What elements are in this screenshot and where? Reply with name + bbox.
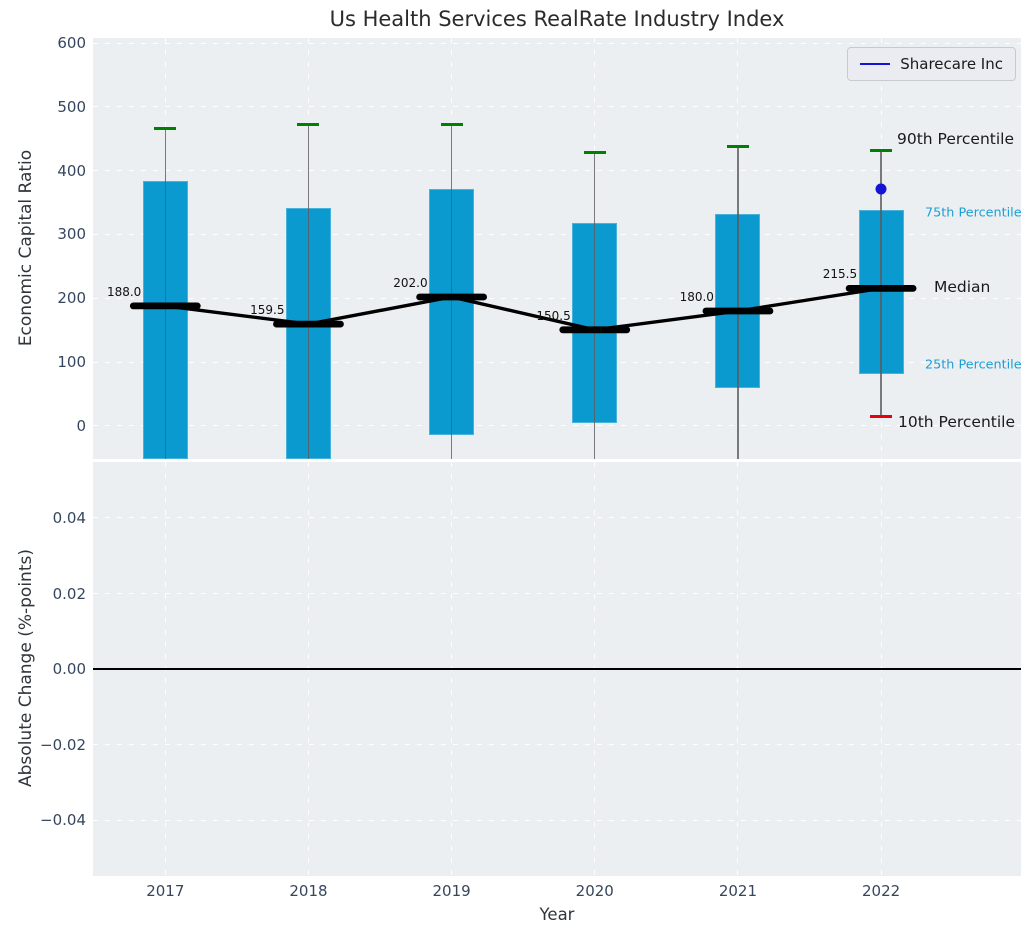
x-tick-label: 2020 [575,882,614,900]
percentile-annotation: 25th Percentile [925,357,1021,373]
legend-entry-label: Sharecare Inc [900,55,1003,73]
p90-cap [154,127,177,131]
y-tick-label: 300 [57,225,86,244]
y-tick-label: 200 [57,289,86,308]
x-tick-label: 2017 [146,882,185,900]
whisker-line [450,124,453,459]
y-tick-label: −0.04 [40,811,86,830]
zero-reference-line [93,668,1021,670]
percentile-annotation: 10th Percentile [898,413,1016,432]
p90-cap [870,149,893,153]
sharecare-data-point [875,183,887,195]
y-tick-label: 0.00 [52,660,86,679]
x-axis-label: Year [539,905,575,924]
gridline-horizontal [93,361,1021,363]
median-value-label: 150.5 [536,308,571,323]
median-value-label: 180.0 [679,290,714,304]
top-plot-area: Sharecare Inc 188.0 159.5 202.0 150.5 180.0 2… [93,38,1021,459]
median-value-label: 202.0 [393,275,428,290]
gridline-horizontal [93,42,1021,44]
gridline-horizontal [93,593,1021,595]
y-tick-label: 600 [57,34,86,53]
y-tick-label: 0.02 [52,584,86,603]
whisker-line [737,146,739,459]
whisker-line [880,150,882,417]
chart-title: Us Health Services RealRate Industry Ind… [329,7,785,31]
gridline-horizontal [93,819,1021,821]
whisker-line [594,152,596,459]
gridline-horizontal [93,517,1021,519]
percentile-annotation: 75th Percentile [925,205,1021,221]
gridline-horizontal [93,744,1021,746]
p90-cap [726,144,749,148]
bottom-plot-area [93,462,1021,876]
legend-line-sample [860,62,891,66]
median-value-label: 188.0 [106,284,142,299]
y-tick-label: 500 [57,97,86,116]
percentile-annotation: 90th Percentile [897,129,1015,148]
y-tick-label: 0.04 [52,508,86,527]
x-tick-label: 2019 [432,882,471,900]
gridline-horizontal [93,170,1021,172]
y-tick-label: 400 [57,161,86,180]
median-value-label: 215.5 [822,267,858,282]
p90-cap [297,122,320,126]
whisker-line [307,124,310,459]
median-value-label: 159.5 [250,303,285,318]
percentile-annotation: Median [934,278,991,297]
p10-cap [870,414,893,418]
p90-cap [583,150,606,154]
gridline-horizontal [93,425,1021,427]
x-tick-label: 2022 [862,882,901,900]
gridline-horizontal [93,106,1021,108]
x-tick-label: 2021 [718,882,758,900]
y-tick-label: −0.02 [40,735,86,754]
legend-box: Sharecare Inc [847,47,1016,81]
gridline-horizontal [93,233,1021,235]
p90-cap [440,122,463,126]
whisker-line [164,128,166,459]
y-tick-label: 100 [57,353,86,372]
median-line-layer [129,284,917,334]
y-tick-label: 0 [76,416,86,435]
gridline-horizontal [93,297,1021,299]
x-tick-label: 2018 [289,882,328,900]
